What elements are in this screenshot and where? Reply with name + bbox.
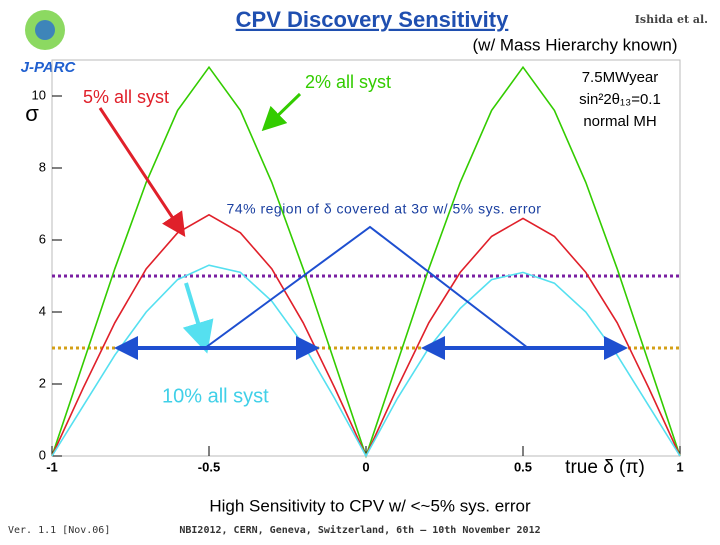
chart-title: CPV Discovery Sensitivity: [236, 7, 509, 32]
arrow: [182, 282, 214, 354]
x-tick-label: 0: [362, 459, 369, 474]
logo-text: J-PARC: [21, 59, 77, 76]
triangle: [204, 225, 529, 349]
arrow: [98, 107, 186, 238]
series-line: [51, 213, 681, 458]
y-tick-label: 6: [39, 231, 46, 246]
y-tick-label: 0: [39, 447, 46, 462]
series-label: 2% all syst: [305, 72, 391, 92]
series-line: [51, 264, 681, 458]
x-tick-label: 1: [676, 459, 683, 474]
y-tick-label: 8: [39, 159, 46, 174]
arrow: [261, 92, 302, 132]
annotation: 74% region of δ covered at 3σ w/ 5% sys.…: [227, 201, 542, 217]
logo: [25, 10, 65, 50]
series-label: 5% all syst: [83, 87, 169, 107]
x-tick-label: -0.5: [198, 459, 220, 474]
x-tick-label: -1: [46, 459, 58, 474]
version: Ver. 1.1 [Nov.06]: [8, 525, 110, 536]
y-axis-label: σ: [25, 101, 39, 126]
credit: Ishida et al.: [635, 13, 708, 26]
x-axis-label: true δ (π): [565, 457, 645, 478]
overlay: [98, 92, 628, 360]
chart-subtitle: (w/ Mass Hierarchy known): [473, 35, 678, 54]
condition: normal MH: [583, 113, 656, 130]
condition: sin²2θ₁₃=0.1: [579, 91, 661, 108]
x-tick-label: 0.5: [514, 459, 532, 474]
venue: NBI2012, CERN, Geneva, Switzerland, 6th …: [179, 524, 540, 536]
y-tick-label: 4: [39, 303, 46, 318]
footer: High Sensitivity to CPV w/ <~5% sys. err…: [209, 496, 531, 515]
condition: 7.5MWyear: [582, 69, 659, 86]
y-tick-label: 10: [32, 87, 46, 102]
series-label: 10% all syst: [162, 385, 269, 407]
y-tick-label: 2: [39, 375, 46, 390]
